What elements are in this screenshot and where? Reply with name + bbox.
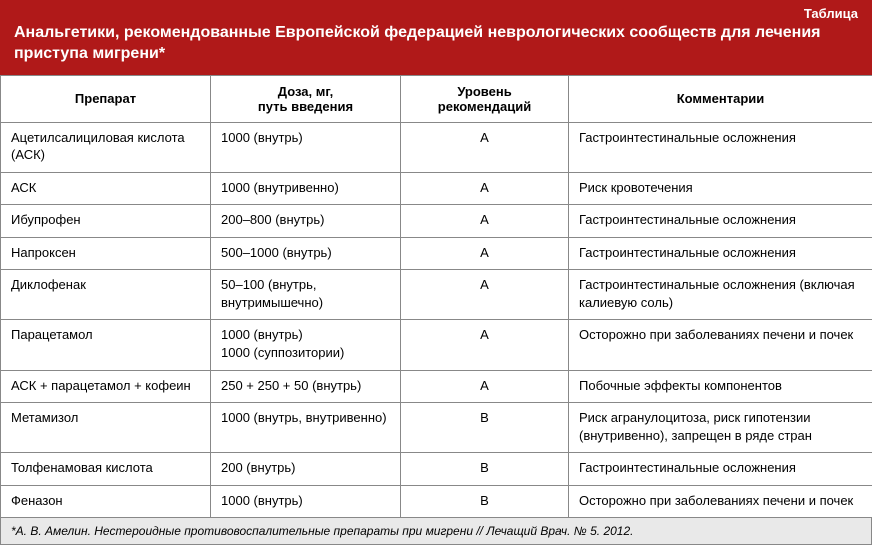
table-row: Феназон1000 (внутрь)BОсторожно при забол… [1,485,872,518]
cell-level: B [401,485,569,518]
col-drug: Препарат [1,75,211,122]
cell-drug: Феназон [1,485,211,518]
table-container: Таблица Анальгетики, рекомендованные Евр… [0,0,872,545]
cell-comment: Побочные эффекты компонентов [569,370,872,403]
cell-level: A [401,205,569,238]
cell-dose: 1000 (внутрь)1000 (суппозитории) [211,320,401,370]
cell-drug: Ацетилсалициловая кислота (АСК) [1,122,211,172]
cell-dose: 200–800 (внутрь) [211,205,401,238]
table-tag: Таблица [14,6,858,21]
cell-comment: Гастроинтестинальные осложнения (включая… [569,270,872,320]
table-row: Толфенамовая кислота200 (внутрь)BГастрои… [1,453,872,486]
cell-level: A [401,237,569,270]
cell-drug: Ибупрофен [1,205,211,238]
table-row: Метамизол1000 (внутрь, внутривенно)BРиск… [1,403,872,453]
table-row: АСК1000 (внутривенно)AРиск кровотечения [1,172,872,205]
cell-drug: Напроксен [1,237,211,270]
cell-level: A [401,370,569,403]
col-dose: Доза, мг,путь введения [211,75,401,122]
table-head-row: Препарат Доза, мг,путь введения Уровень … [1,75,872,122]
cell-comment: Гастроинтестинальные осложнения [569,122,872,172]
cell-dose: 1000 (внутривенно) [211,172,401,205]
cell-comment: Осторожно при заболеваниях печени и поче… [569,485,872,518]
cell-dose: 50–100 (внутрь, внутримышечно) [211,270,401,320]
cell-dose: 200 (внутрь) [211,453,401,486]
cell-dose: 1000 (внутрь) [211,485,401,518]
table-row: АСК + парацетамол + кофеин250 + 250 + 50… [1,370,872,403]
cell-level: A [401,270,569,320]
drug-table: Препарат Доза, мг,путь введения Уровень … [0,75,872,519]
cell-level: B [401,403,569,453]
cell-level: A [401,320,569,370]
cell-drug: Парацетамол [1,320,211,370]
cell-drug: Толфенамовая кислота [1,453,211,486]
cell-comment: Риск агранулоцитоза, риск гипотензии (вн… [569,403,872,453]
cell-dose: 500–1000 (внутрь) [211,237,401,270]
table-header-bar: Таблица Анальгетики, рекомендованные Евр… [0,0,872,75]
cell-drug: АСК + парацетамол + кофеин [1,370,211,403]
cell-comment: Гастроинтестинальные осложнения [569,453,872,486]
cell-drug: АСК [1,172,211,205]
cell-drug: Метамизол [1,403,211,453]
cell-comment: Осторожно при заболеваниях печени и поче… [569,320,872,370]
col-comment: Комментарии [569,75,872,122]
table-title: Анальгетики, рекомендованные Европейской… [14,23,854,65]
col-level: Уровень рекомендаций [401,75,569,122]
cell-dose: 1000 (внутрь, внутривенно) [211,403,401,453]
table-row: Диклофенак50–100 (внутрь, внутримышечно)… [1,270,872,320]
cell-comment: Гастроинтестинальные осложнения [569,205,872,238]
cell-level: A [401,122,569,172]
cell-drug: Диклофенак [1,270,211,320]
table-row: Ибупрофен200–800 (внутрь)AГастроинтестин… [1,205,872,238]
cell-level: B [401,453,569,486]
cell-comment: Гастроинтестинальные осложнения [569,237,872,270]
table-footnote: *А. В. Амелин. Нестероидные противовоспа… [0,518,872,545]
table-row: Парацетамол1000 (внутрь)1000 (суппозитор… [1,320,872,370]
cell-dose: 1000 (внутрь) [211,122,401,172]
cell-comment: Риск кровотечения [569,172,872,205]
cell-level: A [401,172,569,205]
table-row: Ацетилсалициловая кислота (АСК)1000 (вну… [1,122,872,172]
cell-dose: 250 + 250 + 50 (внутрь) [211,370,401,403]
table-row: Напроксен500–1000 (внутрь)AГастроинтести… [1,237,872,270]
